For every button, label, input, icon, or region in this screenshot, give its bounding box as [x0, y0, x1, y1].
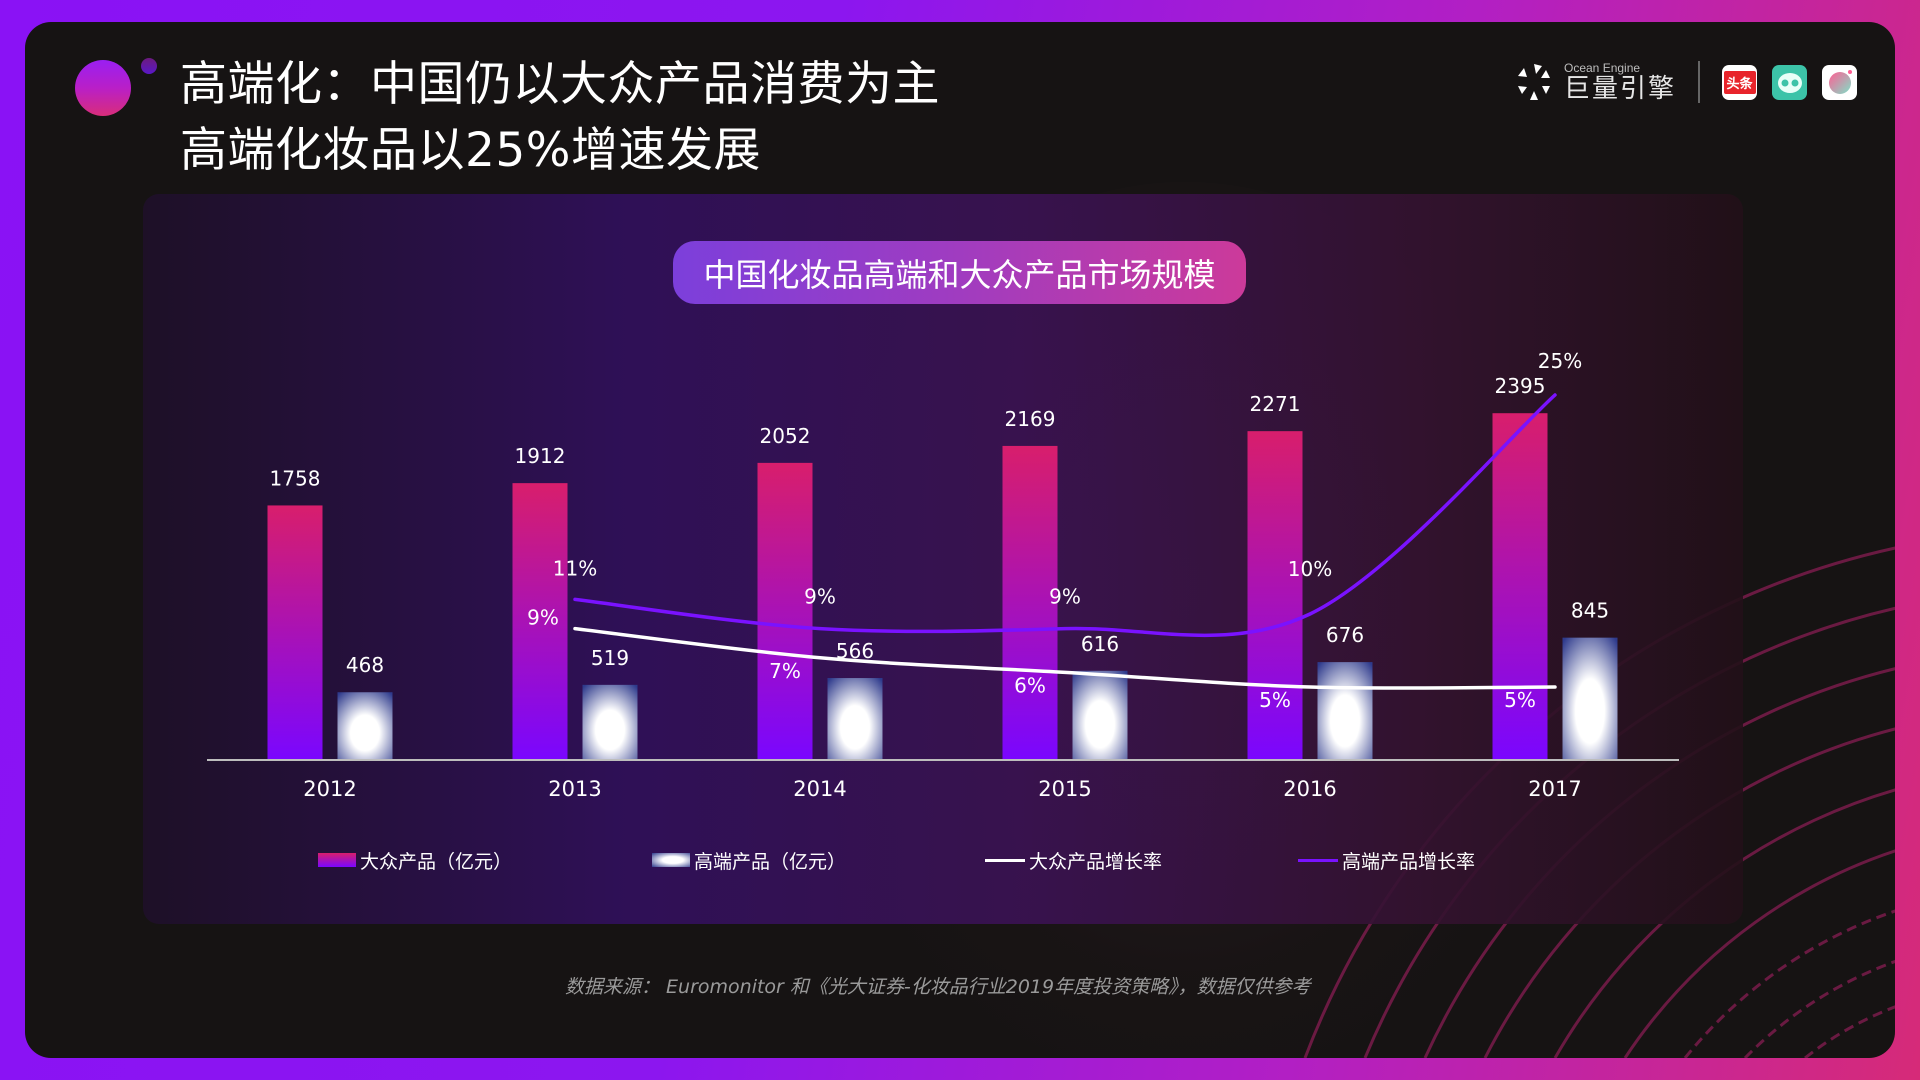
label-mass-2015: 2169: [1005, 407, 1056, 431]
legend-item-premium: 高端产品（亿元）: [652, 848, 847, 873]
label-premium-growth-2015: 9%: [1049, 585, 1081, 609]
brand-name-cn: 巨量引擎: [1564, 74, 1677, 104]
bar-premium-2012: [337, 692, 393, 760]
x-tick-2015: 2015: [1038, 777, 1091, 801]
label-premium-growth-2013: 11%: [553, 556, 597, 580]
qingyan-camera-icon: [1822, 64, 1858, 100]
label-mass-growth-2017: 5%: [1504, 688, 1536, 712]
bar-premium-2015: [1072, 670, 1128, 760]
bar-mass-2016: [1247, 431, 1303, 760]
legend-label-mass-growth: 大众产品增长率: [1029, 850, 1163, 873]
label-premium-growth-2017: 25%: [1538, 349, 1582, 373]
legend-item-premium-growth: 高端产品增长率: [1298, 848, 1476, 873]
bar-mass-2015: [1002, 445, 1058, 760]
legend-label-premium-growth: 高端产品增长率: [1342, 850, 1476, 873]
label-mass-2016: 2271: [1250, 392, 1301, 416]
bar-premium-2013: [582, 684, 638, 760]
label-mass-2013: 1912: [515, 444, 566, 468]
decorative-circle-large: [75, 60, 131, 116]
toutiao-icon: 头条: [1722, 64, 1758, 100]
legend-swatch-mass: [318, 853, 356, 867]
legend-swatch-premium: [652, 853, 690, 867]
decorative-circle-small: [141, 58, 157, 74]
bar-premium-2016: [1317, 662, 1373, 760]
bar-mass-2013: [512, 483, 568, 760]
data-source-note: 数据来源： Euromonitor 和《光大证券-化妆品行业2019年度投资策略…: [565, 976, 1311, 998]
x-tick-2017: 2017: [1528, 777, 1581, 801]
title-line-2: 高端化妆品以25%增速发展: [180, 123, 761, 178]
toutiao-label: 头条: [1723, 70, 1756, 94]
brand-name: Ocean Engine 巨量引擎: [1564, 62, 1676, 102]
label-mass-growth-2013: 9%: [527, 606, 559, 630]
label-premium-2012: 468: [346, 653, 384, 677]
label-mass-2014: 2052: [760, 424, 811, 448]
label-premium-growth-2014: 9%: [804, 585, 836, 609]
brand-bar: Ocean Engine 巨量引擎 头条: [1512, 58, 1872, 106]
brand-name-en: Ocean Engine: [1564, 61, 1641, 75]
label-mass-growth-2015: 6%: [1014, 673, 1046, 697]
label-premium-growth-2016: 10%: [1288, 557, 1332, 581]
legend-item-mass: 大众产品（亿元）: [318, 848, 513, 873]
chart-panel: [143, 194, 1743, 924]
chart-title: 中国化妆品高端和大众产品市场规模: [673, 241, 1246, 304]
legend-swatch-mass-growth: [985, 858, 1025, 862]
bar-mass-2017: [1492, 413, 1548, 760]
title-line-1: 高端化：中国仍以大众产品消费为主: [180, 57, 940, 112]
bar-premium-2014: [827, 678, 883, 760]
legend-label-premium: 高端产品（亿元）: [694, 850, 847, 873]
x-tick-2013: 2013: [548, 777, 601, 801]
x-tick-2016: 2016: [1283, 777, 1336, 801]
legend-swatch-premium-growth: [1298, 858, 1338, 862]
label-mass-growth-2016: 5%: [1259, 688, 1291, 712]
x-tick-2014: 2014: [793, 777, 846, 801]
ocean-engine-logo-icon: [1512, 60, 1556, 104]
bar-mass-2012: [267, 505, 323, 760]
line-premium-growth: [573, 393, 1557, 638]
label-premium-2015: 616: [1081, 632, 1119, 656]
label-premium-2016: 676: [1326, 623, 1364, 647]
label-premium-2017: 845: [1571, 599, 1609, 623]
line-mass-growth: [573, 626, 1557, 690]
slide-title: 高端化：中国仍以大众产品消费为主 高端化妆品以25%增速发展: [180, 52, 940, 184]
legend-label-mass: 大众产品（亿元）: [360, 850, 513, 873]
label-mass-growth-2014: 7%: [769, 659, 801, 683]
bar-mass-2014: [757, 462, 813, 760]
label-mass-2017: 2395: [1495, 374, 1546, 398]
label-mass-2012: 1758: [270, 466, 321, 490]
label-premium-2013: 519: [591, 646, 629, 670]
brand-divider: [1698, 61, 1701, 103]
label-premium-2014: 566: [836, 639, 874, 663]
faceu-icon: [1772, 64, 1808, 100]
x-tick-2012: 2012: [303, 777, 356, 801]
legend-item-mass-growth: 大众产品增长率: [985, 848, 1163, 873]
bar-premium-2017: [1562, 637, 1618, 760]
